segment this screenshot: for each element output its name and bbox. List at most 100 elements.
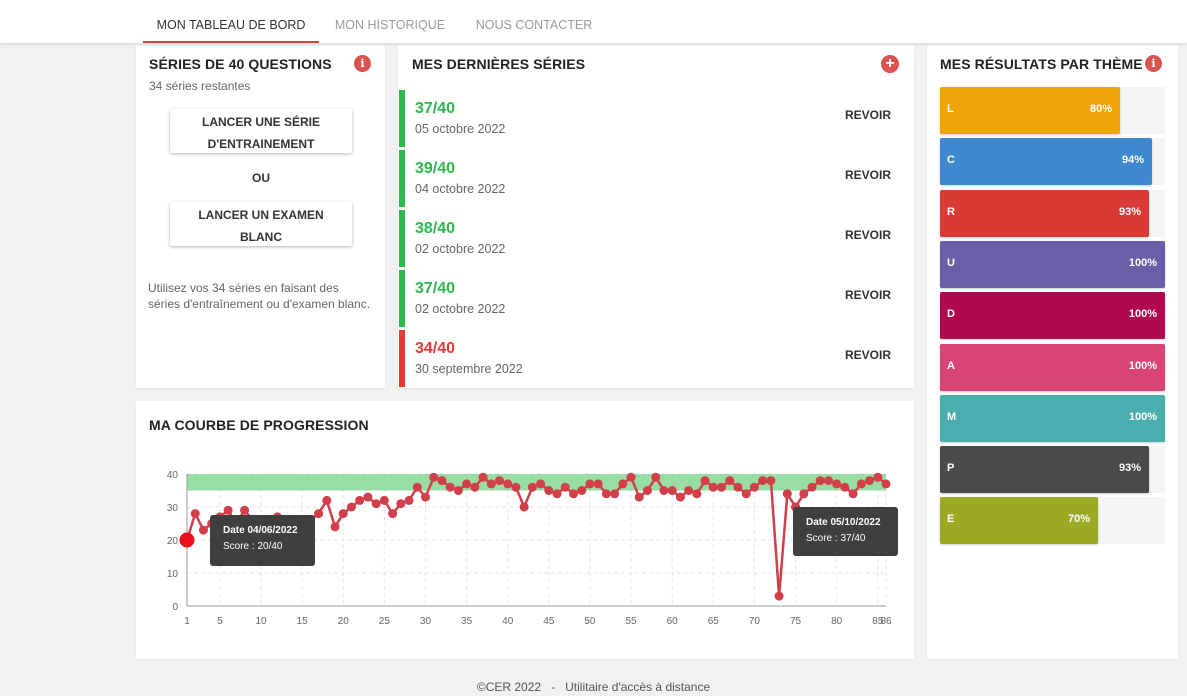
x-tick-label: 40 <box>502 616 514 627</box>
theme-row: D 100% <box>940 292 1165 340</box>
tab-dashboard[interactable]: MON TABLEAU DE BORD <box>143 0 319 43</box>
data-point <box>634 492 644 502</box>
data-point <box>708 482 718 492</box>
review-button[interactable]: REVOIR <box>844 288 891 302</box>
data-point <box>511 482 521 492</box>
tooltip-last-date: Date 05/10/2022 <box>806 517 881 528</box>
data-point <box>322 495 332 505</box>
data-point <box>717 482 727 492</box>
add-series-icon[interactable]: + <box>881 55 899 73</box>
tab-history[interactable]: MON HISTORIQUE <box>334 18 446 32</box>
data-point <box>659 486 669 495</box>
highlighted-point <box>179 532 195 548</box>
last-series-title: MES DERNIÈRES SÉRIES <box>412 56 586 72</box>
series-row: 39/40 04 octobre 2022 REVOIR <box>399 150 911 207</box>
theme-row: L 80% <box>940 87 1165 134</box>
data-point <box>626 472 636 482</box>
data-point <box>527 482 537 492</box>
series-status-bar <box>399 330 405 387</box>
series-date: 05 octobre 2022 <box>415 122 506 136</box>
x-tick-label: 45 <box>543 616 555 627</box>
series-score: 39/40 <box>415 160 456 177</box>
theme-row: P 93% <box>940 446 1165 494</box>
review-button[interactable]: REVOIR <box>844 348 891 362</box>
theme-row: U 100% <box>940 240 1165 288</box>
review-button[interactable]: REVOIR <box>844 228 891 242</box>
x-tick-label: 86 <box>880 616 892 627</box>
data-point <box>453 486 463 495</box>
x-tick-label: 15 <box>297 616 309 627</box>
x-tick-label: 5 <box>217 616 223 627</box>
data-point <box>560 482 570 492</box>
data-point <box>840 482 850 492</box>
data-point <box>223 505 233 515</box>
series-status-bar <box>399 210 405 267</box>
start-exam-button[interactable]: LANCER UN EXAMEN BLANC <box>170 202 352 246</box>
theme-row: E 70% <box>940 497 1165 545</box>
data-point <box>733 482 743 492</box>
x-tick-label: 10 <box>255 616 267 627</box>
data-point <box>437 476 447 486</box>
data-point <box>585 479 595 489</box>
series-row: 34/40 30 septembre 2022 REVOIR <box>399 330 911 387</box>
x-tick-label: 70 <box>749 616 761 627</box>
series-row: 37/40 02 octobre 2022 REVOIR <box>399 270 911 327</box>
data-point <box>593 479 603 489</box>
or-separator: OU <box>252 171 270 185</box>
start-training-button[interactable]: LANCER UNE SÉRIE D'ENTRAINEMENT <box>170 109 352 153</box>
tab-contact[interactable]: NOUS CONTACTER <box>475 18 593 32</box>
theme-percent: 100% <box>1128 308 1157 321</box>
theme-bar: C 94% <box>940 138 1152 186</box>
series-score: 37/40 <box>415 100 456 117</box>
data-point <box>420 492 430 502</box>
data-point <box>371 499 381 509</box>
themes-title: MES RÉSULTATS PAR THÈME <box>940 56 1143 72</box>
theme-letter: U <box>947 256 955 269</box>
data-point <box>873 472 883 482</box>
data-point <box>881 479 891 489</box>
help-text: Utilisez vos 34 séries en faisant des sé… <box>148 280 370 312</box>
theme-percent: 70% <box>1067 513 1090 526</box>
footer-link[interactable]: Utilitaire d'accès à distance <box>565 680 711 694</box>
remaining-series: 34 séries restantes <box>149 79 251 93</box>
info-icon[interactable]: i <box>354 55 371 72</box>
series-card-title: SÉRIES DE 40 QUESTIONS <box>149 56 332 72</box>
data-point <box>725 476 735 486</box>
data-point <box>601 489 611 499</box>
data-point <box>552 489 562 499</box>
data-point <box>766 476 776 486</box>
themes-info-icon[interactable]: i <box>1145 55 1162 72</box>
series-date: 02 octobre 2022 <box>415 302 506 316</box>
x-tick-label: 30 <box>420 616 432 627</box>
data-point <box>848 489 858 499</box>
data-point <box>651 472 661 482</box>
data-point <box>675 492 685 502</box>
y-tick-label: 10 <box>167 569 179 580</box>
start-training-label-2: D'ENTRAINEMENT <box>207 137 315 151</box>
data-point <box>494 476 504 486</box>
data-point <box>519 502 529 512</box>
x-tick-label: 25 <box>379 616 391 627</box>
y-tick-label: 30 <box>167 503 179 514</box>
data-point <box>198 525 208 535</box>
theme-bar: A 100% <box>940 343 1165 391</box>
data-point <box>338 509 348 519</box>
x-tick-label: 85 <box>872 616 884 627</box>
review-button[interactable]: REVOIR <box>844 168 891 182</box>
data-point <box>643 486 653 495</box>
x-tick-label: 75 <box>790 616 802 627</box>
x-tick-label: 20 <box>338 616 350 627</box>
theme-bar: E 70% <box>940 497 1098 545</box>
theme-letter: A <box>947 359 955 372</box>
theme-percent: 93% <box>1118 462 1141 475</box>
footer-copyright: ©CER 2022 <box>476 680 542 694</box>
data-point <box>536 479 546 489</box>
tooltip-first-score: Score : 20/40 <box>223 541 283 552</box>
data-point <box>379 495 389 505</box>
series-score: 37/40 <box>415 280 456 297</box>
tooltip-last-score: Score : 37/40 <box>806 533 866 544</box>
data-point <box>412 482 422 492</box>
theme-letter: L <box>947 103 954 115</box>
review-button[interactable]: REVOIR <box>844 108 891 122</box>
data-point <box>445 482 455 492</box>
